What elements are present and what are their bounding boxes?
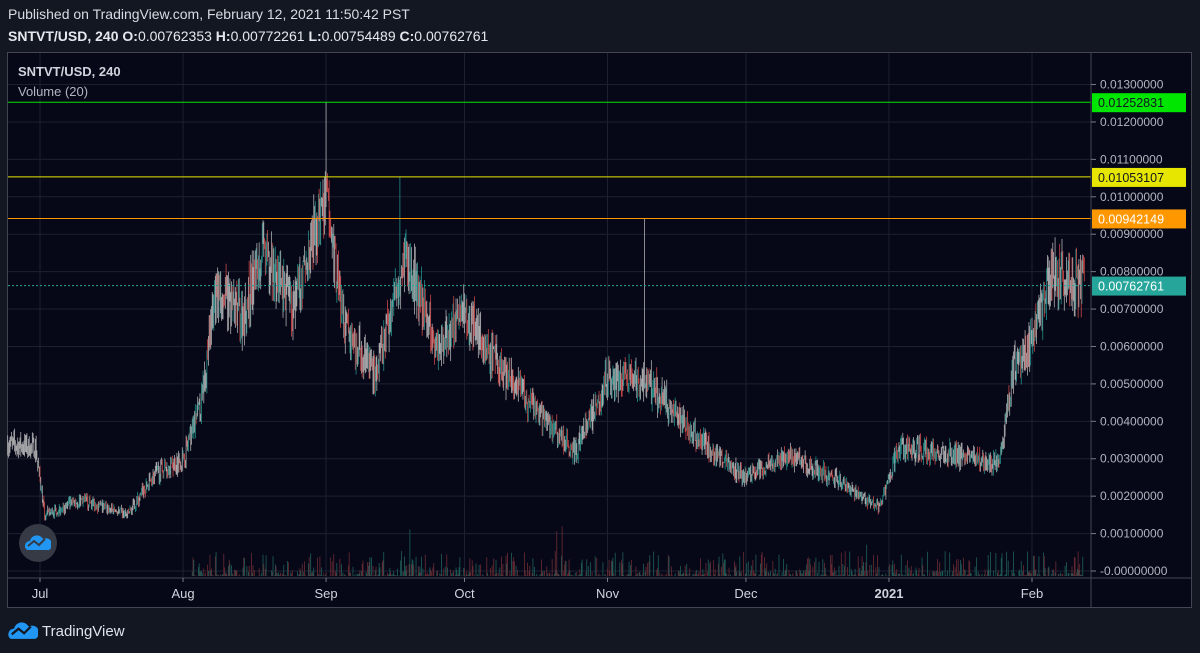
published-note: Published on TradingView.com, February 1…: [8, 6, 410, 22]
close-value: 0.00762761: [414, 28, 489, 44]
price-tick-label: 0.00600000: [1100, 339, 1164, 353]
price-tick-label: 0.00200000: [1100, 489, 1164, 503]
chart-frame[interactable]: [7, 52, 1192, 608]
low-value: 0.00754489: [321, 28, 396, 44]
price-level-label: 0.00762761: [1098, 280, 1164, 294]
time-tick-label: Feb: [1021, 586, 1043, 601]
price-level-badge: [1092, 209, 1186, 229]
symbol-label: SNTVT/USD, 240: [8, 28, 119, 44]
time-tick-label: Aug: [171, 586, 194, 601]
high-label: H:: [215, 28, 231, 44]
price-level-label: 0.01252831: [1098, 96, 1164, 110]
time-tick-label: Oct: [454, 586, 475, 601]
price-tick-label: 0.00400000: [1100, 414, 1164, 428]
price-level-label: 0.00942149: [1098, 212, 1164, 226]
price-tick-label: 0.01200000: [1100, 115, 1164, 129]
price-tick-label: 0.00100000: [1100, 527, 1164, 541]
high-value: 0.00772261: [230, 28, 305, 44]
price-tick-label: -0.00000000: [1100, 564, 1168, 578]
open-value: 0.00762353: [137, 28, 212, 44]
tradingview-brand[interactable]: TradingView: [8, 622, 125, 640]
price-level-badge: [1092, 167, 1186, 187]
price-tick-label: 0.01000000: [1100, 190, 1164, 204]
price-tick-label: 0.00700000: [1100, 302, 1164, 316]
price-level-badge: [1092, 276, 1186, 296]
price-tick-label: 0.00900000: [1100, 227, 1164, 241]
tradingview-cloud-icon: [25, 535, 51, 550]
chart-legend-volume[interactable]: Volume (20): [18, 84, 89, 99]
tradingview-badge[interactable]: [19, 524, 57, 562]
low-label: L:: [308, 28, 322, 44]
close-label: C:: [399, 28, 415, 44]
price-level-badge: [1092, 93, 1186, 113]
time-tick-label: Sep: [314, 586, 337, 601]
time-tick-label: Dec: [734, 586, 758, 601]
price-tick-label: 0.00300000: [1100, 452, 1164, 466]
brand-name: TradingView: [42, 622, 125, 640]
tradingview-cloud-icon: [8, 622, 38, 639]
price-level-label: 0.01053107: [1098, 171, 1164, 185]
time-tick-label: Nov: [596, 586, 620, 601]
time-tick-label: 2021: [875, 586, 904, 601]
price-tick-label: 0.00500000: [1100, 377, 1164, 391]
price-tick-label: 0.00800000: [1100, 265, 1164, 279]
chart-legend-symbol: SNTVT/USD, 240: [18, 64, 121, 79]
ohlc-header: SNTVT/USD, 240 O:0.00762353 H:0.00772261…: [8, 28, 488, 44]
time-tick-label: Jul: [32, 586, 49, 601]
open-label: O:: [122, 28, 138, 44]
price-tick-label: 0.01300000: [1100, 78, 1164, 92]
price-tick-label: 0.01100000: [1100, 152, 1163, 166]
